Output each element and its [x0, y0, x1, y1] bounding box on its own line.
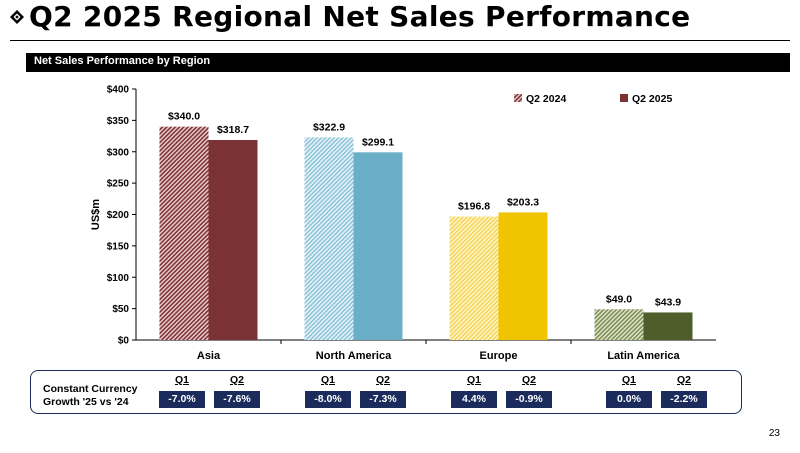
bar-value-label: $322.9	[313, 121, 345, 133]
bar-q2-2024	[449, 216, 499, 340]
y-tick-label: $200	[107, 210, 130, 221]
constant-currency-growth-panel: Constant Currency Growth '25 vs '24 Q1 Q…	[30, 370, 742, 414]
y-tick-label: $350	[107, 116, 130, 127]
latin-america-q1-header: Q1	[621, 374, 636, 386]
bar-value-label: $196.8	[458, 201, 490, 213]
bar-value-label: $203.3	[507, 196, 539, 208]
latin-america-q1-growth: 0.0%	[606, 391, 652, 408]
europe-q2-growth: -0.9%	[506, 391, 552, 408]
north-america-q2-growth: -7.3%	[360, 391, 406, 408]
legend-label: Q2 2024	[526, 93, 566, 105]
asia-q1-growth: -7.0%	[159, 391, 205, 408]
bar-value-label: $299.1	[362, 136, 394, 148]
legend-swatch	[620, 94, 628, 102]
growth-label-line2: Growth '25 vs '24	[43, 396, 129, 408]
y-tick-label: $100	[107, 273, 130, 284]
y-tick-label: $400	[107, 85, 130, 96]
x-category-label: Latin America	[607, 350, 680, 362]
bar-q2-2025	[498, 212, 548, 340]
y-tick-label: $150	[107, 241, 130, 252]
page-title: Q2 2025 Regional Net Sales Performance	[29, 0, 691, 33]
x-category-label: North America	[316, 350, 392, 362]
title-divider	[10, 40, 790, 41]
latin-america-q2-header: Q2	[676, 374, 691, 386]
latin-america-q2-growth: -2.2%	[661, 391, 707, 408]
bar-value-label: $340.0	[168, 111, 200, 123]
y-tick-label: $0	[118, 336, 130, 347]
y-tick-label: $300	[107, 147, 130, 158]
bar-q2-2024	[304, 137, 354, 340]
title-row: Q2 2025 Regional Net Sales Performance	[10, 0, 800, 40]
growth-label: Constant Currency Growth '25 vs '24	[43, 383, 138, 409]
bar-q2-2025	[208, 140, 258, 340]
asia-q1-header: Q1	[174, 374, 189, 386]
x-category-label: Asia	[197, 350, 221, 362]
bar-q2-2024	[159, 126, 209, 341]
x-category-label: Europe	[480, 350, 518, 362]
bar-value-label: $49.0	[606, 293, 632, 305]
page-number: 23	[768, 428, 780, 439]
bar-q2-2024	[594, 309, 644, 340]
y-axis-label: US$m	[90, 199, 102, 230]
section-header: Net Sales Performance by Region	[26, 53, 790, 72]
bar-q2-2025	[643, 312, 693, 340]
asia-q2-header: Q2	[229, 374, 244, 386]
north-america-q1-growth: -8.0%	[305, 391, 351, 408]
growth-label-line1: Constant Currency	[43, 383, 138, 395]
section-title: Net Sales Performance by Region	[34, 55, 211, 67]
diamond-arrows-icon	[10, 10, 24, 24]
legend-label: Q2 2025	[632, 93, 672, 105]
bar-value-label: $318.7	[217, 124, 249, 136]
north-america-q2-header: Q2	[375, 374, 390, 386]
asia-q2-growth: -7.6%	[214, 391, 260, 408]
bar-chart: $0 $50 $100 $150 $200 $250 $300 $350 $400 US$m Asi…	[90, 85, 716, 362]
legend-swatch	[514, 94, 522, 102]
europe-q2-header: Q2	[521, 374, 536, 386]
north-america-q1-header: Q1	[320, 374, 335, 386]
europe-q1-growth: 4.4%	[451, 391, 497, 408]
europe-q1-header: Q1	[466, 374, 481, 386]
bar-q2-2025	[353, 152, 403, 340]
y-tick-label: $50	[112, 304, 129, 315]
bar-value-label: $43.9	[655, 296, 681, 308]
y-tick-label: $250	[107, 179, 130, 190]
